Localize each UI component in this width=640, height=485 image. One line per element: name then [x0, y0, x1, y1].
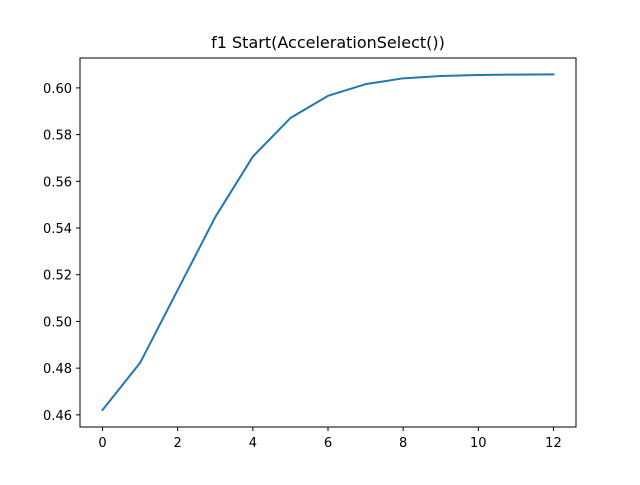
- x-tick-label: 0: [98, 436, 106, 451]
- x-tick-label: 4: [249, 436, 257, 451]
- y-tick-label: 0.48: [43, 362, 72, 377]
- chart-title: f1 Start(AccelerationSelect()): [211, 33, 445, 52]
- y-tick-label: 0.56: [43, 175, 72, 190]
- plot-area: 0 2 4 6 8 10 12 0.46 0.48 0.50 0.52 0.54 0.56 0.58 0.6…: [43, 57, 577, 451]
- y-tick-label: 0.54: [43, 222, 72, 237]
- y-tick-label: 0.60: [43, 82, 72, 97]
- x-tick-label: 10: [470, 436, 487, 451]
- axes-frame: [79, 57, 577, 428]
- y-tick-label: 0.50: [43, 315, 72, 330]
- x-tick-label: 8: [399, 436, 407, 451]
- y-tick-label: 0.46: [43, 409, 72, 424]
- y-tick-label: 0.58: [43, 129, 72, 144]
- series-line-0: [101, 73, 555, 412]
- y-tick-label: 0.52: [43, 269, 72, 284]
- x-tick-label: 12: [545, 436, 562, 451]
- x-tick-label: 2: [174, 436, 182, 451]
- x-tick-label: 6: [324, 436, 332, 451]
